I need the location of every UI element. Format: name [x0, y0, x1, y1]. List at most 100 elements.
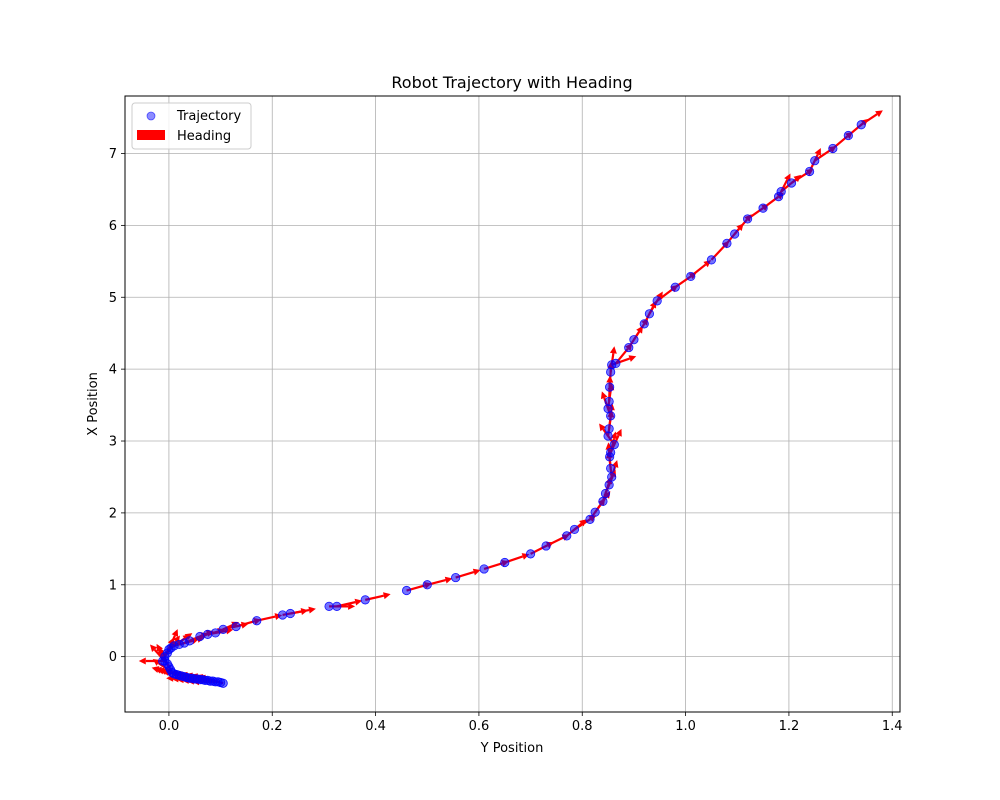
trajectory-point	[590, 507, 600, 517]
y-tick-label: 6	[109, 219, 117, 234]
trajectory-point	[706, 255, 717, 265]
trajectory-point	[722, 238, 732, 248]
trajectory-point	[606, 447, 616, 458]
trajectory-point	[332, 601, 342, 611]
trajectory-point	[670, 282, 680, 292]
trajectory-point	[252, 616, 262, 626]
plot-area-frame	[124, 95, 901, 713]
x-tick-label: 0.8	[572, 719, 593, 734]
x-tick-label: 1.0	[675, 719, 696, 734]
trajectory-point	[607, 472, 617, 482]
x-tick-label: 0.4	[365, 719, 386, 734]
trajectory-point	[742, 214, 753, 224]
trajectory-point	[810, 156, 820, 166]
trajectory-point	[598, 496, 608, 506]
heading-arrow-head	[472, 568, 481, 576]
trajectory-point	[525, 549, 536, 559]
y-tick-label: 5	[109, 291, 117, 306]
trajectory-point	[231, 621, 241, 632]
y-tick-label: 1	[109, 578, 117, 593]
trajectory-point	[585, 514, 595, 524]
heading-arrow-head	[615, 428, 622, 437]
chart-title: Robot Trajectory with Heading	[391, 73, 632, 92]
trajectory-point	[324, 601, 334, 611]
heading-arrow-head	[138, 657, 146, 665]
trajectory-point	[828, 143, 838, 154]
heading-arrow-head	[628, 355, 637, 362]
trajectory-point	[758, 203, 768, 213]
trajectory-point	[606, 463, 616, 473]
trajectory-point	[195, 631, 205, 642]
legend-trajectory-label: Trajectory	[176, 109, 241, 124]
y-axis-ticks: 0 1 2 3 4 5 6 7	[109, 147, 125, 665]
trajectory-point	[360, 595, 370, 605]
trajectory-point	[652, 296, 662, 306]
x-axis-ticks: 0.0 0.2 0.4 0.6 0.8 1.0 1.2 1.4	[159, 712, 903, 734]
y-tick-label: 7	[109, 147, 117, 162]
trajectory-points	[158, 120, 866, 688]
trajectory-point	[611, 358, 621, 368]
trajectory-point	[203, 629, 213, 639]
legend-trajectory-marker	[146, 111, 156, 121]
heading-arrow-head	[151, 666, 160, 673]
y-tick-label: 2	[109, 506, 117, 521]
trajectory-point	[422, 580, 432, 590]
y-tick-label: 3	[109, 435, 117, 450]
trajectory-point	[401, 585, 412, 596]
trajectory-point	[604, 424, 614, 434]
trajectory-point	[285, 608, 295, 619]
trajectory-point	[629, 335, 639, 345]
heading-arrow-head	[600, 391, 608, 400]
trajectory-point	[604, 480, 614, 490]
trajectory-point	[639, 319, 649, 329]
legend-heading-label: Heading	[177, 129, 231, 144]
trajectory-point	[843, 130, 853, 141]
heading-arrow-head	[875, 110, 883, 118]
trajectory-point	[604, 396, 614, 407]
heading-arrow-head	[599, 423, 607, 432]
heading-arrow-head	[354, 598, 363, 606]
trajectory-point	[776, 186, 786, 197]
heading-arrow-head	[149, 644, 158, 653]
trajectory-point	[569, 524, 580, 535]
trajectory-point	[786, 178, 797, 188]
heading-arrow-head	[609, 346, 617, 354]
heading-arrow-head	[156, 643, 163, 652]
trajectory-point	[600, 488, 611, 499]
trajectory-point	[624, 342, 634, 353]
trajectory-point	[479, 564, 489, 574]
y-tick-label: 0	[109, 650, 117, 665]
x-tick-label: 1.2	[779, 719, 800, 734]
x-tick-label: 0.0	[159, 719, 180, 734]
trajectory-point	[541, 541, 551, 551]
trajectory-point	[856, 120, 866, 130]
heading-arrow-head	[308, 606, 316, 614]
trajectory-point	[562, 531, 572, 541]
trajectory-point	[277, 610, 288, 620]
x-tick-label: 0.2	[262, 719, 283, 734]
heading-arrow-head	[383, 592, 391, 600]
legend: Trajectory Heading	[131, 102, 252, 150]
trajectory-point	[804, 166, 815, 177]
y-axis-label: X Position	[86, 372, 101, 436]
trajectory-point	[218, 624, 228, 634]
x-tick-label: 0.6	[469, 719, 490, 734]
trajectory-point	[210, 628, 221, 638]
trajectory-point	[500, 557, 510, 568]
y-tick-label: 4	[109, 363, 117, 378]
trajectory-point	[686, 271, 696, 282]
heading-arrow-head	[171, 629, 179, 637]
x-tick-label: 1.4	[882, 719, 903, 734]
heading-arrow-head	[814, 148, 821, 156]
trajectory-point	[609, 440, 619, 450]
legend-heading-marker	[137, 130, 165, 140]
grid	[125, 96, 900, 712]
trajectory-point	[730, 229, 740, 239]
trajectory-point	[644, 309, 655, 319]
trajectory-point	[451, 572, 461, 583]
heading-arrow-head	[444, 576, 453, 584]
heading-arrow-head	[348, 602, 356, 610]
trajectory-point	[605, 382, 615, 392]
x-axis-label: Y Position	[480, 741, 544, 756]
